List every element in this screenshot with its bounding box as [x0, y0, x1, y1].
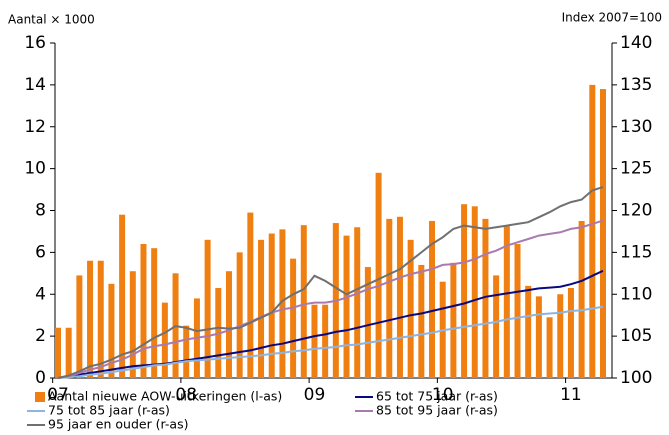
bar — [311, 304, 318, 378]
bar — [300, 225, 307, 378]
bar — [503, 225, 510, 378]
bar — [471, 206, 478, 378]
bar — [151, 248, 158, 378]
bar — [290, 258, 297, 378]
bar — [204, 239, 211, 378]
bar — [268, 233, 275, 378]
y2-tick-label: 125 — [620, 159, 652, 179]
bar — [364, 267, 371, 378]
y-tick-label: 2 — [35, 326, 46, 346]
line-series — [57, 186, 604, 379]
y2-tick-label: 130 — [620, 117, 652, 137]
bar — [386, 218, 393, 378]
bar — [343, 235, 350, 378]
bar — [407, 239, 414, 378]
legend-label: 85 tot 95 jaar (r-as) — [376, 403, 498, 418]
bar — [279, 229, 286, 378]
bar — [55, 327, 61, 378]
bar — [418, 264, 425, 378]
bar — [87, 260, 94, 378]
x-tick-label: 08 — [175, 385, 197, 405]
legend-label: 75 tot 85 jaar (r-as) — [48, 403, 170, 418]
legend-label: 95 jaar en ouder (r-as) — [48, 417, 188, 432]
y-tick-label: 8 — [35, 201, 46, 221]
bar — [535, 296, 542, 378]
bar — [183, 325, 190, 378]
y-tick-label: 4 — [35, 284, 46, 304]
bar — [322, 304, 329, 378]
y-tick-label: 0 — [35, 368, 46, 388]
y2-tick-label: 140 — [620, 33, 652, 53]
y-tick-label: 14 — [24, 75, 46, 95]
bar — [97, 260, 104, 378]
bar — [76, 275, 83, 378]
y-tick-label: 10 — [24, 159, 46, 179]
line-series — [57, 219, 604, 379]
y-tick-label: 12 — [24, 117, 46, 137]
bar — [119, 214, 126, 378]
y-axis-label: Aantal × 1000 — [8, 13, 95, 27]
bar — [557, 294, 564, 378]
y2-tick-label: 105 — [620, 326, 652, 346]
bar — [600, 89, 606, 378]
bar — [482, 218, 489, 378]
bar — [161, 302, 168, 378]
line-series — [57, 305, 604, 379]
bar — [461, 204, 468, 378]
bar — [129, 271, 136, 378]
bar — [258, 239, 265, 378]
legend-label: 65 tot 75 jaar (r-as) — [376, 389, 498, 404]
y2-tick-label: 110 — [620, 284, 652, 304]
line-series — [57, 269, 604, 379]
y-tick-label: 16 — [24, 33, 46, 53]
y-tick-label: 6 — [35, 242, 46, 262]
bar — [225, 271, 232, 378]
bar — [354, 227, 361, 378]
bar — [578, 220, 585, 378]
bar — [375, 172, 382, 378]
bar — [514, 244, 521, 378]
y2-tick-label: 120 — [620, 201, 652, 221]
legend-label: Aantal nieuwe AOW-uitkeringen (l-as) — [48, 389, 282, 404]
bar — [396, 216, 403, 378]
bar — [108, 283, 115, 378]
bar — [236, 252, 243, 378]
y2-tick-label: 135 — [620, 75, 652, 95]
bar — [247, 212, 254, 378]
y2-tick-label: 115 — [620, 242, 652, 262]
bar — [140, 244, 147, 378]
bar — [589, 84, 596, 378]
x-tick-label: 09 — [304, 385, 326, 405]
bar — [567, 287, 574, 378]
x-tick-label: 10 — [432, 385, 454, 405]
bar — [65, 327, 72, 378]
legend-swatch — [35, 392, 45, 402]
bar — [525, 285, 532, 378]
bar — [546, 317, 553, 378]
y2-tick-label: 100 — [620, 368, 652, 388]
bar — [429, 220, 436, 378]
x-tick-label: 11 — [560, 385, 582, 405]
x-tick-label: 07 — [47, 385, 69, 405]
bar — [493, 275, 500, 378]
bar — [450, 262, 457, 378]
y2-axis-label: Index 2007=100 — [562, 11, 662, 25]
